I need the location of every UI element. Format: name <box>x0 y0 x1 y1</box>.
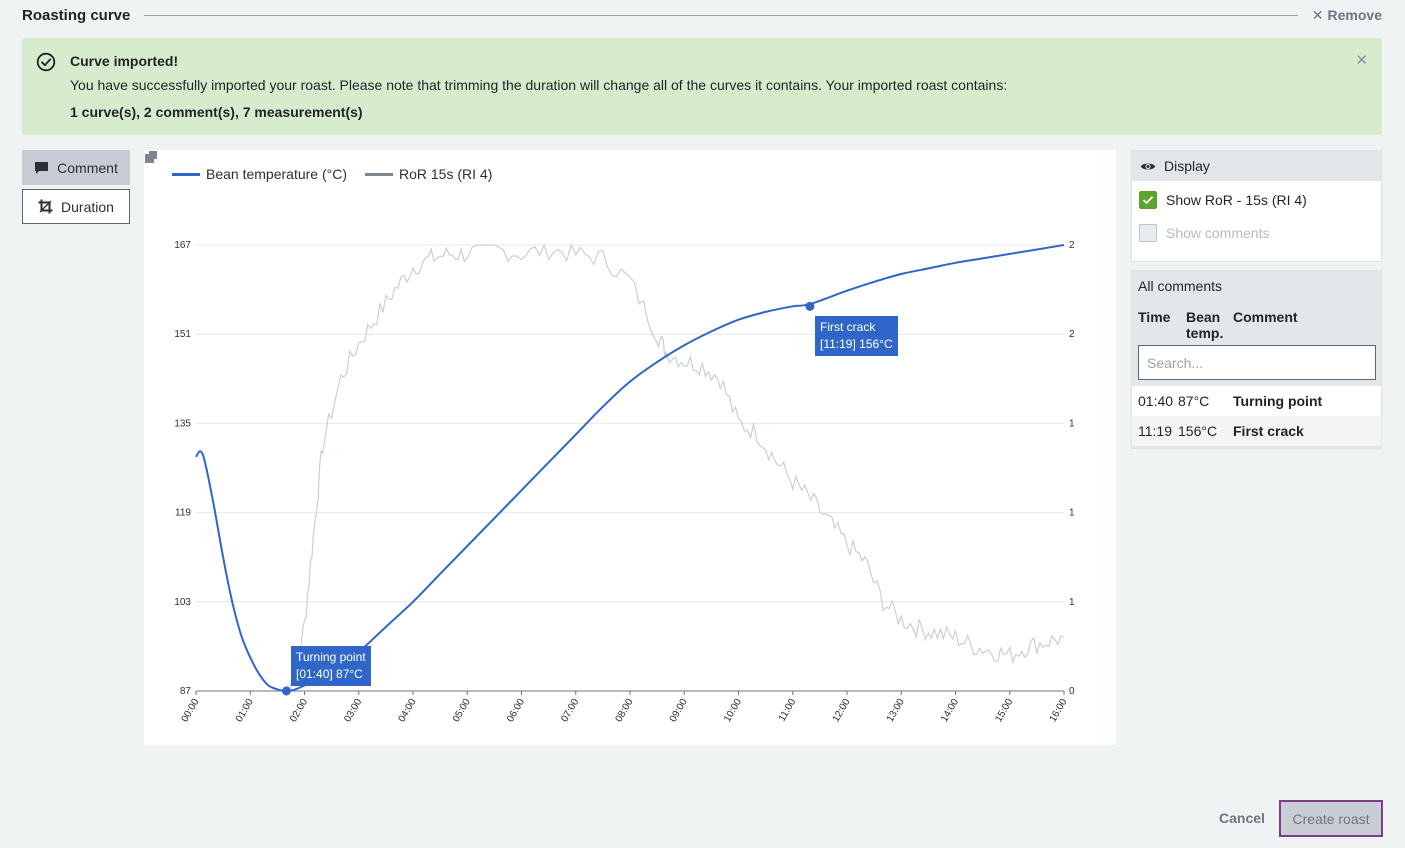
x-tick-label: 03:00 <box>342 697 364 725</box>
annotation-first-crack[interactable]: First crack [11:19] 156°C <box>815 316 898 356</box>
col-temp-header[interactable]: Bean temp. <box>1186 309 1224 341</box>
y2-tick-label: 2 <box>1069 240 1075 251</box>
x-tick-label: 11:00 <box>777 697 799 724</box>
remove-label: Remove <box>1327 7 1382 23</box>
remove-button[interactable]: ✕ Remove <box>1312 7 1382 24</box>
banner-close-button[interactable]: ✕ <box>1355 51 1368 69</box>
show-ror-label: Show RoR - 15s (RI 4) <box>1166 191 1307 208</box>
comment-tool-button[interactable]: Comment <box>22 150 130 185</box>
x-tick-label: 13:00 <box>885 697 907 725</box>
duration-tool-button[interactable]: Duration <box>22 189 130 224</box>
page-title: Roasting curve <box>22 6 131 24</box>
x-tick-label: 15:00 <box>993 697 1015 725</box>
y-tick-label: 87 <box>180 686 192 697</box>
y-tick-label: 119 <box>175 508 191 519</box>
annotation-marker[interactable] <box>805 301 815 311</box>
header-divider <box>144 14 1298 16</box>
comments-search-input[interactable] <box>1138 345 1376 380</box>
chart-legend: Bean temperature (°C) RoR 15s (RI 4) <box>172 166 492 182</box>
comment-time: 11:19 <box>1138 423 1172 439</box>
ror-series-line <box>285 243 1065 694</box>
comment-text: Turning point <box>1233 393 1323 409</box>
bean-temperature-series-line <box>195 244 1065 693</box>
display-panel-title: Display <box>1164 158 1210 174</box>
show-comments-toggle[interactable]: Show comments <box>1132 216 1381 249</box>
reset-zoom-icon[interactable] <box>144 150 158 164</box>
x-tick-label: 16:00 <box>1048 697 1070 725</box>
legend-label: RoR 15s (RI 4) <box>399 166 493 182</box>
import-success-banner: Curve imported! You have successfully im… <box>22 38 1382 135</box>
legend-swatch <box>365 172 393 176</box>
banner-counts: 1 curve(s), 2 comment(s), 7 measurement(… <box>70 104 363 120</box>
display-panel: Display Show RoR - 15s (RI 4) Show comme… <box>1131 150 1382 262</box>
close-icon: ✕ <box>1311 6 1324 23</box>
legend-swatch <box>172 172 200 176</box>
x-tick-label: 07:00 <box>559 697 581 725</box>
comment-temp: 156°C <box>1178 423 1218 439</box>
y-tick-label: 167 <box>174 240 191 251</box>
col-time-header[interactable]: Time <box>1138 309 1171 325</box>
x-tick-label: 05:00 <box>451 697 473 725</box>
cancel-button[interactable]: Cancel <box>1219 810 1265 826</box>
comment-tool-label: Comment <box>57 159 118 176</box>
annotation-marker[interactable] <box>281 686 291 696</box>
annotation-turning-point[interactable]: Turning point [01:40] 87°C <box>291 646 371 686</box>
banner-title: Curve imported! <box>70 53 179 69</box>
x-tick-label: 04:00 <box>397 697 419 725</box>
section-header: Roasting curve ✕ Remove <box>22 4 1382 26</box>
y2-tick-label: 1 <box>1069 418 1075 429</box>
show-comments-label: Show comments <box>1166 224 1270 241</box>
comments-panel-title: All comments <box>1138 278 1223 294</box>
comment-temp: 87°C <box>1178 393 1210 409</box>
x-tick-label: 10:00 <box>722 697 744 725</box>
y-tick-label: 151 <box>174 329 191 340</box>
y-tick-label: 135 <box>174 418 191 429</box>
x-tick-label: 14:00 <box>939 697 961 725</box>
y2-tick-label: 1 <box>1069 508 1075 519</box>
x-tick-label: 01:00 <box>234 697 256 725</box>
comment-icon <box>35 161 49 174</box>
annotation-label: Turning point <box>296 650 366 664</box>
x-tick-label: 12:00 <box>831 697 853 725</box>
y2-tick-label: 1 <box>1069 597 1075 608</box>
x-tick-label: 09:00 <box>668 697 690 725</box>
eye-icon <box>1140 163 1156 169</box>
display-panel-header: Display <box>1132 151 1381 181</box>
check-circle-icon <box>36 52 56 72</box>
crop-icon <box>38 199 53 214</box>
create-roast-button[interactable]: Create roast <box>1279 800 1383 837</box>
x-tick-label: 00:00 <box>180 697 202 725</box>
legend-item-bean-temp[interactable]: Bean temperature (°C) <box>172 166 347 182</box>
legend-label: Bean temperature (°C) <box>206 166 347 182</box>
annotation-detail: [11:19] 156°C <box>820 337 893 351</box>
table-row[interactable]: 01:40 87°C Turning point <box>1132 386 1381 416</box>
x-tick-label: 08:00 <box>614 697 636 725</box>
x-tick-label: 02:00 <box>288 697 310 725</box>
comments-panel: All comments Time Bean temp. Comment 01:… <box>1131 270 1382 449</box>
banner-message: You have successfully imported your roas… <box>70 77 1008 93</box>
show-ror-toggle[interactable]: Show RoR - 15s (RI 4) <box>1132 183 1381 216</box>
y-tick-label: 103 <box>174 597 191 608</box>
show-comments-checkbox[interactable] <box>1139 223 1157 242</box>
y2-tick-label: 2 <box>1069 329 1075 340</box>
y2-tick-label: 0 <box>1069 686 1075 697</box>
comment-text: First crack <box>1233 423 1304 439</box>
col-comment-header[interactable]: Comment <box>1233 309 1298 325</box>
legend-item-ror[interactable]: RoR 15s (RI 4) <box>365 166 492 182</box>
annotation-label: First crack <box>820 320 876 334</box>
table-row[interactable]: 11:19 156°C First crack <box>1132 416 1381 446</box>
chart-canvas[interactable]: 87 103 119 135 151 167 0 1 1 1 2 2 00:00 01:00 02:00 03… <box>144 150 1116 745</box>
comments-list: 01:40 87°C Turning point 11:19 156°C Fir… <box>1132 386 1381 446</box>
checkmark-icon <box>1142 195 1154 204</box>
roast-chart[interactable]: 87 103 119 135 151 167 0 1 1 1 2 2 00:00 01:00 02:00 03… <box>144 150 1116 745</box>
comment-time: 01:40 <box>1138 393 1174 409</box>
close-icon: ✕ <box>1355 52 1368 69</box>
x-tick-label: 06:00 <box>505 697 527 725</box>
comments-table-header: Time Bean temp. Comment <box>1132 301 1381 345</box>
annotation-detail: [01:40] 87°C <box>296 667 363 681</box>
show-ror-checkbox[interactable] <box>1139 190 1157 209</box>
duration-tool-label: Duration <box>61 198 114 215</box>
